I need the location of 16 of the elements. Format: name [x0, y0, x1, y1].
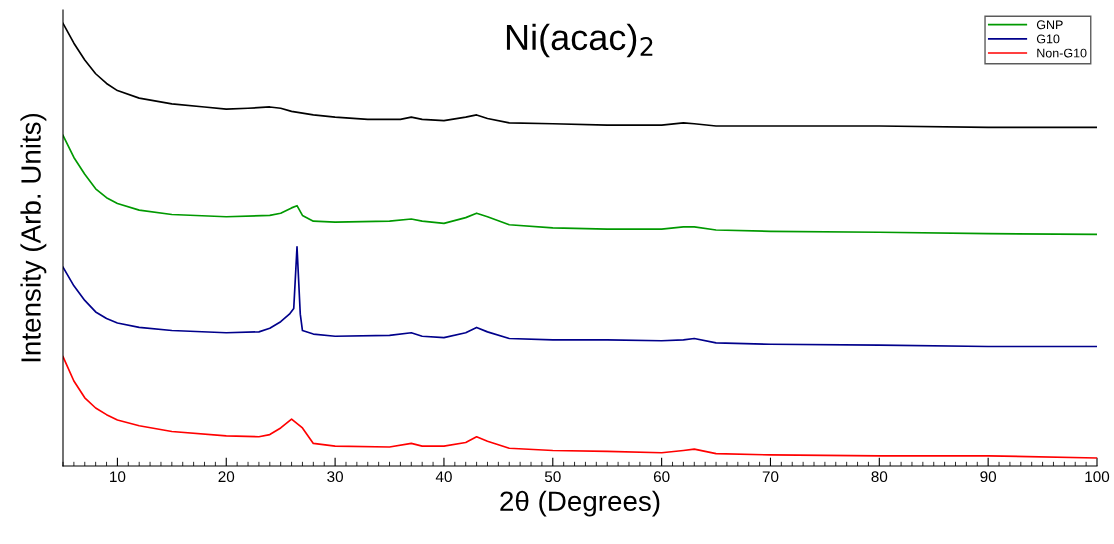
chart-title: Ni(acac)$_{2}$ — [506, 23, 653, 58]
x-tick-label: 20 — [218, 471, 235, 483]
legend-label: Non-G10 — [1037, 48, 1087, 58]
x-tick-label: 40 — [435, 471, 452, 483]
x-tick-label: 80 — [871, 471, 888, 483]
x-tick-label: 70 — [762, 471, 779, 483]
x-tick-label: 90 — [980, 471, 997, 483]
x-tick-label: 10 — [110, 471, 126, 483]
x-tick-label: 100 — [1085, 471, 1110, 483]
x-tick-label: 50 — [544, 471, 561, 483]
legend-label: GNP — [1036, 20, 1063, 30]
legend-label: G10 — [1036, 34, 1060, 44]
x-tick-label: 60 — [653, 471, 670, 483]
x-axis-title: 2θ (Degrees) — [500, 490, 660, 517]
x-tick-label: 30 — [327, 471, 344, 483]
y-axis-title: Intensity (Arb. Units) — [20, 113, 47, 362]
